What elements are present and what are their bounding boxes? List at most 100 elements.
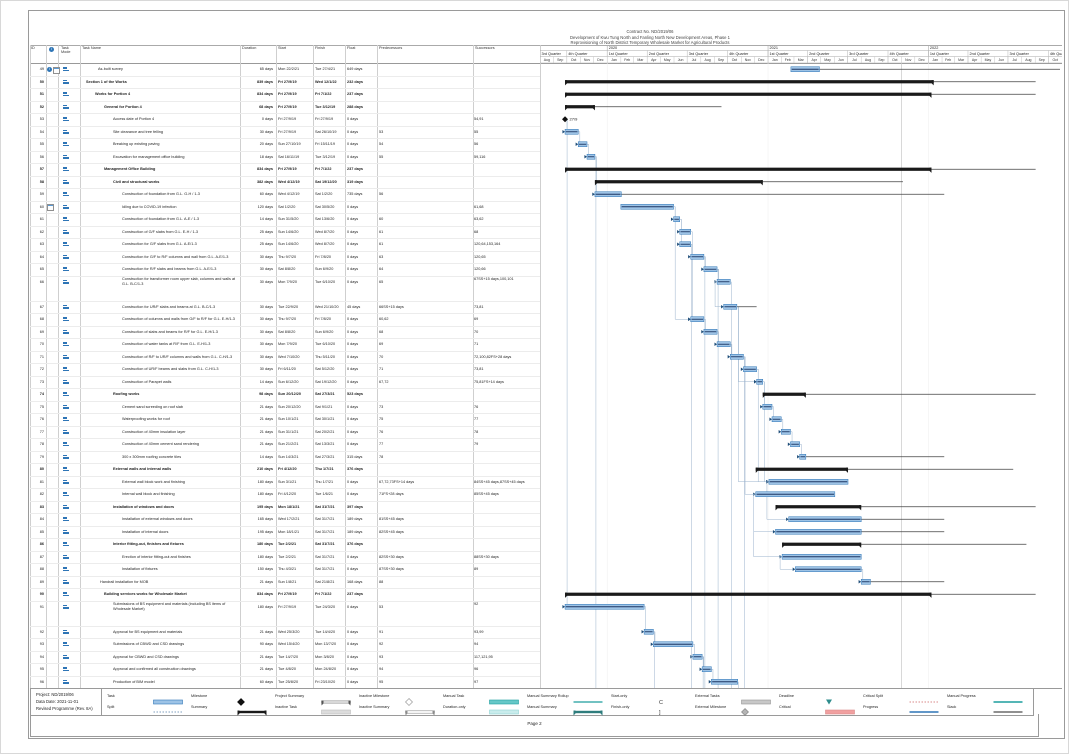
summary-bar[interactable] xyxy=(565,80,934,84)
table-row-50[interactable]: 50 Section 1 of the Works 839 days Fri 27/9… xyxy=(30,76,540,89)
table-row-93[interactable]: 93 Submissions of CBWD and CSD drawings 90… xyxy=(30,638,540,652)
table-row-95[interactable]: 95 Approval and confirmed all constructio… xyxy=(30,663,540,677)
link-arrowhead xyxy=(701,330,704,334)
col-header-task-name[interactable]: Task Name xyxy=(82,46,101,50)
table-row-64[interactable]: 64 Construction for G/F to R/F columns an… xyxy=(30,251,540,264)
summary-end-cap xyxy=(859,505,862,511)
task-successors: 120,64,153,164 xyxy=(474,242,501,246)
table-row-56[interactable]: 56 Excavation for management office build… xyxy=(30,151,540,164)
table-row-81[interactable]: 81 External wall block work and finishing… xyxy=(30,476,540,489)
dependency-link xyxy=(562,119,568,607)
milestone-diamond[interactable] xyxy=(562,116,569,123)
table-row-89[interactable]: 89 Handrail installation for MOB 21 days Su… xyxy=(30,576,540,589)
summary-bar[interactable] xyxy=(565,167,932,171)
table-row-83[interactable]: 83 Installation of windows and doors 195 d… xyxy=(30,501,540,514)
table-row-76[interactable]: 76 Waterproofing works for roof 21 days Sun… xyxy=(30,413,540,427)
month-label: Aug xyxy=(865,58,871,62)
table-row-59[interactable]: 59 Construction of foundation from G.L. G… xyxy=(30,188,540,202)
table-row-65[interactable]: 65 Construction for R/F slabs and beams f… xyxy=(30,263,540,277)
gantt-chart[interactable]: 2020 2021 2022 3rd Quarter 4th Quarter 1st Qu… xyxy=(540,45,1062,688)
table-row-58[interactable]: 58 Civil and structural works 382 days Wed … xyxy=(30,176,540,189)
summary-bar[interactable] xyxy=(565,92,932,96)
task-predecessors xyxy=(379,113,472,126)
table-row-67[interactable]: 67 Construction for UR/F slabs and beams … xyxy=(30,301,540,314)
task-float: 0 days xyxy=(347,654,359,659)
table-row-66[interactable]: 66 Construction for transformer room uppe… xyxy=(30,276,540,302)
table-row-74[interactable]: 74 Roofing works 98 days Sun 20/12/20 Sat 27… xyxy=(30,388,540,402)
table-row-91[interactable]: 91 Submissions of BS equipment and materi… xyxy=(30,601,540,627)
table-row-70[interactable]: 70 Construction of water tanks at R/F fro… xyxy=(30,338,540,352)
table-row-80[interactable]: 80 External walls and internal walls 210 d… xyxy=(30,463,540,477)
summary-bar[interactable] xyxy=(565,592,932,596)
table-row-84[interactable]: 84 Installation of external windows and d… xyxy=(30,513,540,527)
task-float: 0 days xyxy=(347,604,359,609)
task-predecessors xyxy=(379,76,472,89)
table-row-94[interactable]: 94 Approval for CBWD and CSD drawings 21 d… xyxy=(30,651,540,664)
table-row-71[interactable]: 71 Construction of R/F to UR/F columns an… xyxy=(30,351,540,364)
task-id: 57 xyxy=(39,167,44,171)
table-row-96[interactable]: 96 Production of BIM model 60 days Tue 25/8… xyxy=(30,676,540,689)
table-row-72[interactable]: 72 Construction of UR/F beams and slabs f… xyxy=(30,363,540,377)
table-row-51[interactable]: 51 Works for Portion 4 834 days Fri 27/9/19… xyxy=(30,88,540,102)
table-row-69[interactable]: 69 Construction of slabs and beams for R/… xyxy=(30,326,540,339)
task-finish: Sat 30/5/20 xyxy=(315,204,335,209)
col-header-start[interactable]: Start xyxy=(278,46,287,50)
task-predecessors: 67,72 xyxy=(379,379,389,384)
table-row-63[interactable]: 63 Construction for G/F slabs from G.L. A… xyxy=(30,238,540,252)
task-successors: 120,66 xyxy=(474,267,486,271)
task-name: External walls and internal walls xyxy=(113,467,172,471)
task-mode-icon xyxy=(63,491,70,497)
summary-bar[interactable] xyxy=(594,180,763,184)
task-start: Wed 17/2/21 xyxy=(278,517,300,521)
task-id: 94 xyxy=(39,654,44,659)
table-row-92[interactable]: 92 Approval for BS equipment and material… xyxy=(30,626,540,639)
summary-bar[interactable] xyxy=(755,467,849,471)
task-start: Wed 25/3/20 xyxy=(278,629,300,634)
table-row-82[interactable]: 82 Internal wall block and finishing 180 d… xyxy=(30,488,540,502)
task-name: Construction of G/F slabs from G.L. E-H … xyxy=(122,229,198,234)
summary-bar[interactable] xyxy=(775,505,862,509)
summary-bar[interactable] xyxy=(782,542,862,546)
table-row-77[interactable]: 77 Construction of 40mm insulation layer 2… xyxy=(30,426,540,439)
table-row-73[interactable]: 73 Construction of Parapet walls 14 days Su… xyxy=(30,376,540,389)
task-float: 376 days xyxy=(347,467,364,471)
table-row-52[interactable]: 52 General for Portion 4 68 days Fri 27/9/1… xyxy=(30,101,540,114)
table-row-88[interactable]: 88 Installation of fixtures 150 days Thu 4/… xyxy=(30,563,540,577)
task-duration: 68 days xyxy=(259,104,273,109)
summary-bar[interactable] xyxy=(565,105,595,109)
task-predecessors xyxy=(379,88,472,101)
table-row-60[interactable]: 60 Idling due to COVID-19 infection 120 da… xyxy=(30,201,540,214)
dependency-link xyxy=(673,206,689,320)
table-row-85[interactable]: 85 Installation of internal doors 195 days… xyxy=(30,526,540,539)
table-row-68[interactable]: 68 Construction of columns and walls from… xyxy=(30,313,540,327)
task-mode-icon xyxy=(63,566,70,572)
task-predecessors: 94 xyxy=(379,667,384,671)
table-row-79[interactable]: 79 300 x 300mm roofing concrete tiles 14 d… xyxy=(30,451,540,464)
table-row-55[interactable]: 55 Breaking up existing paving 20 days Sun … xyxy=(30,138,540,152)
task-predecessors: 93 xyxy=(379,654,384,659)
link-arrowhead xyxy=(670,217,674,221)
task-successors: 89 xyxy=(474,567,479,571)
table-row-86[interactable]: 86 Interior fitting-out, finishes and fix… xyxy=(30,538,540,552)
col-header-task-mode[interactable]: Task Mode xyxy=(61,46,71,55)
task-successors: 68 xyxy=(474,229,479,234)
col-header-predecessors[interactable]: Predecessors xyxy=(379,46,403,50)
table-row-75[interactable]: 75 Cement sand screeding on roof slab 21 d… xyxy=(30,401,540,414)
summary-bar[interactable] xyxy=(762,392,806,396)
table-row-54[interactable]: 54 Site clearance and tree felling 30 days… xyxy=(30,126,540,139)
task-duration: 60 days xyxy=(259,192,273,196)
table-row-90[interactable]: 90 Building services works for Wholesale … xyxy=(30,588,540,602)
table-row-53[interactable]: 53 Access date of Portion 4 0 days Fri 27/9… xyxy=(30,113,540,127)
table-row-87[interactable]: 87 Erection of interior fitting-out and f… xyxy=(30,551,540,564)
col-header-successors[interactable]: Successors xyxy=(475,46,495,50)
col-header-duration[interactable]: Duration xyxy=(242,46,257,50)
table-row-49[interactable]: 49 i As-built survey 65 days Mon 22/2/21 Tue … xyxy=(30,63,540,77)
table-row-57[interactable]: 57 Management Office Building 834 days Fri … xyxy=(30,163,540,177)
col-header-finish[interactable]: Finish xyxy=(315,46,326,50)
col-header-float[interactable]: Float xyxy=(347,46,356,50)
col-header-id[interactable]: ID xyxy=(31,46,35,50)
table-row-78[interactable]: 78 Construction of 40mm cement sand rende… xyxy=(30,438,540,452)
table-row-61[interactable]: 61 Construction of foundation from G.L. A… xyxy=(30,213,540,227)
table-row-62[interactable]: 62 Construction of G/F slabs from G.L. E-… xyxy=(30,226,540,239)
task-mode-icon xyxy=(63,316,70,322)
